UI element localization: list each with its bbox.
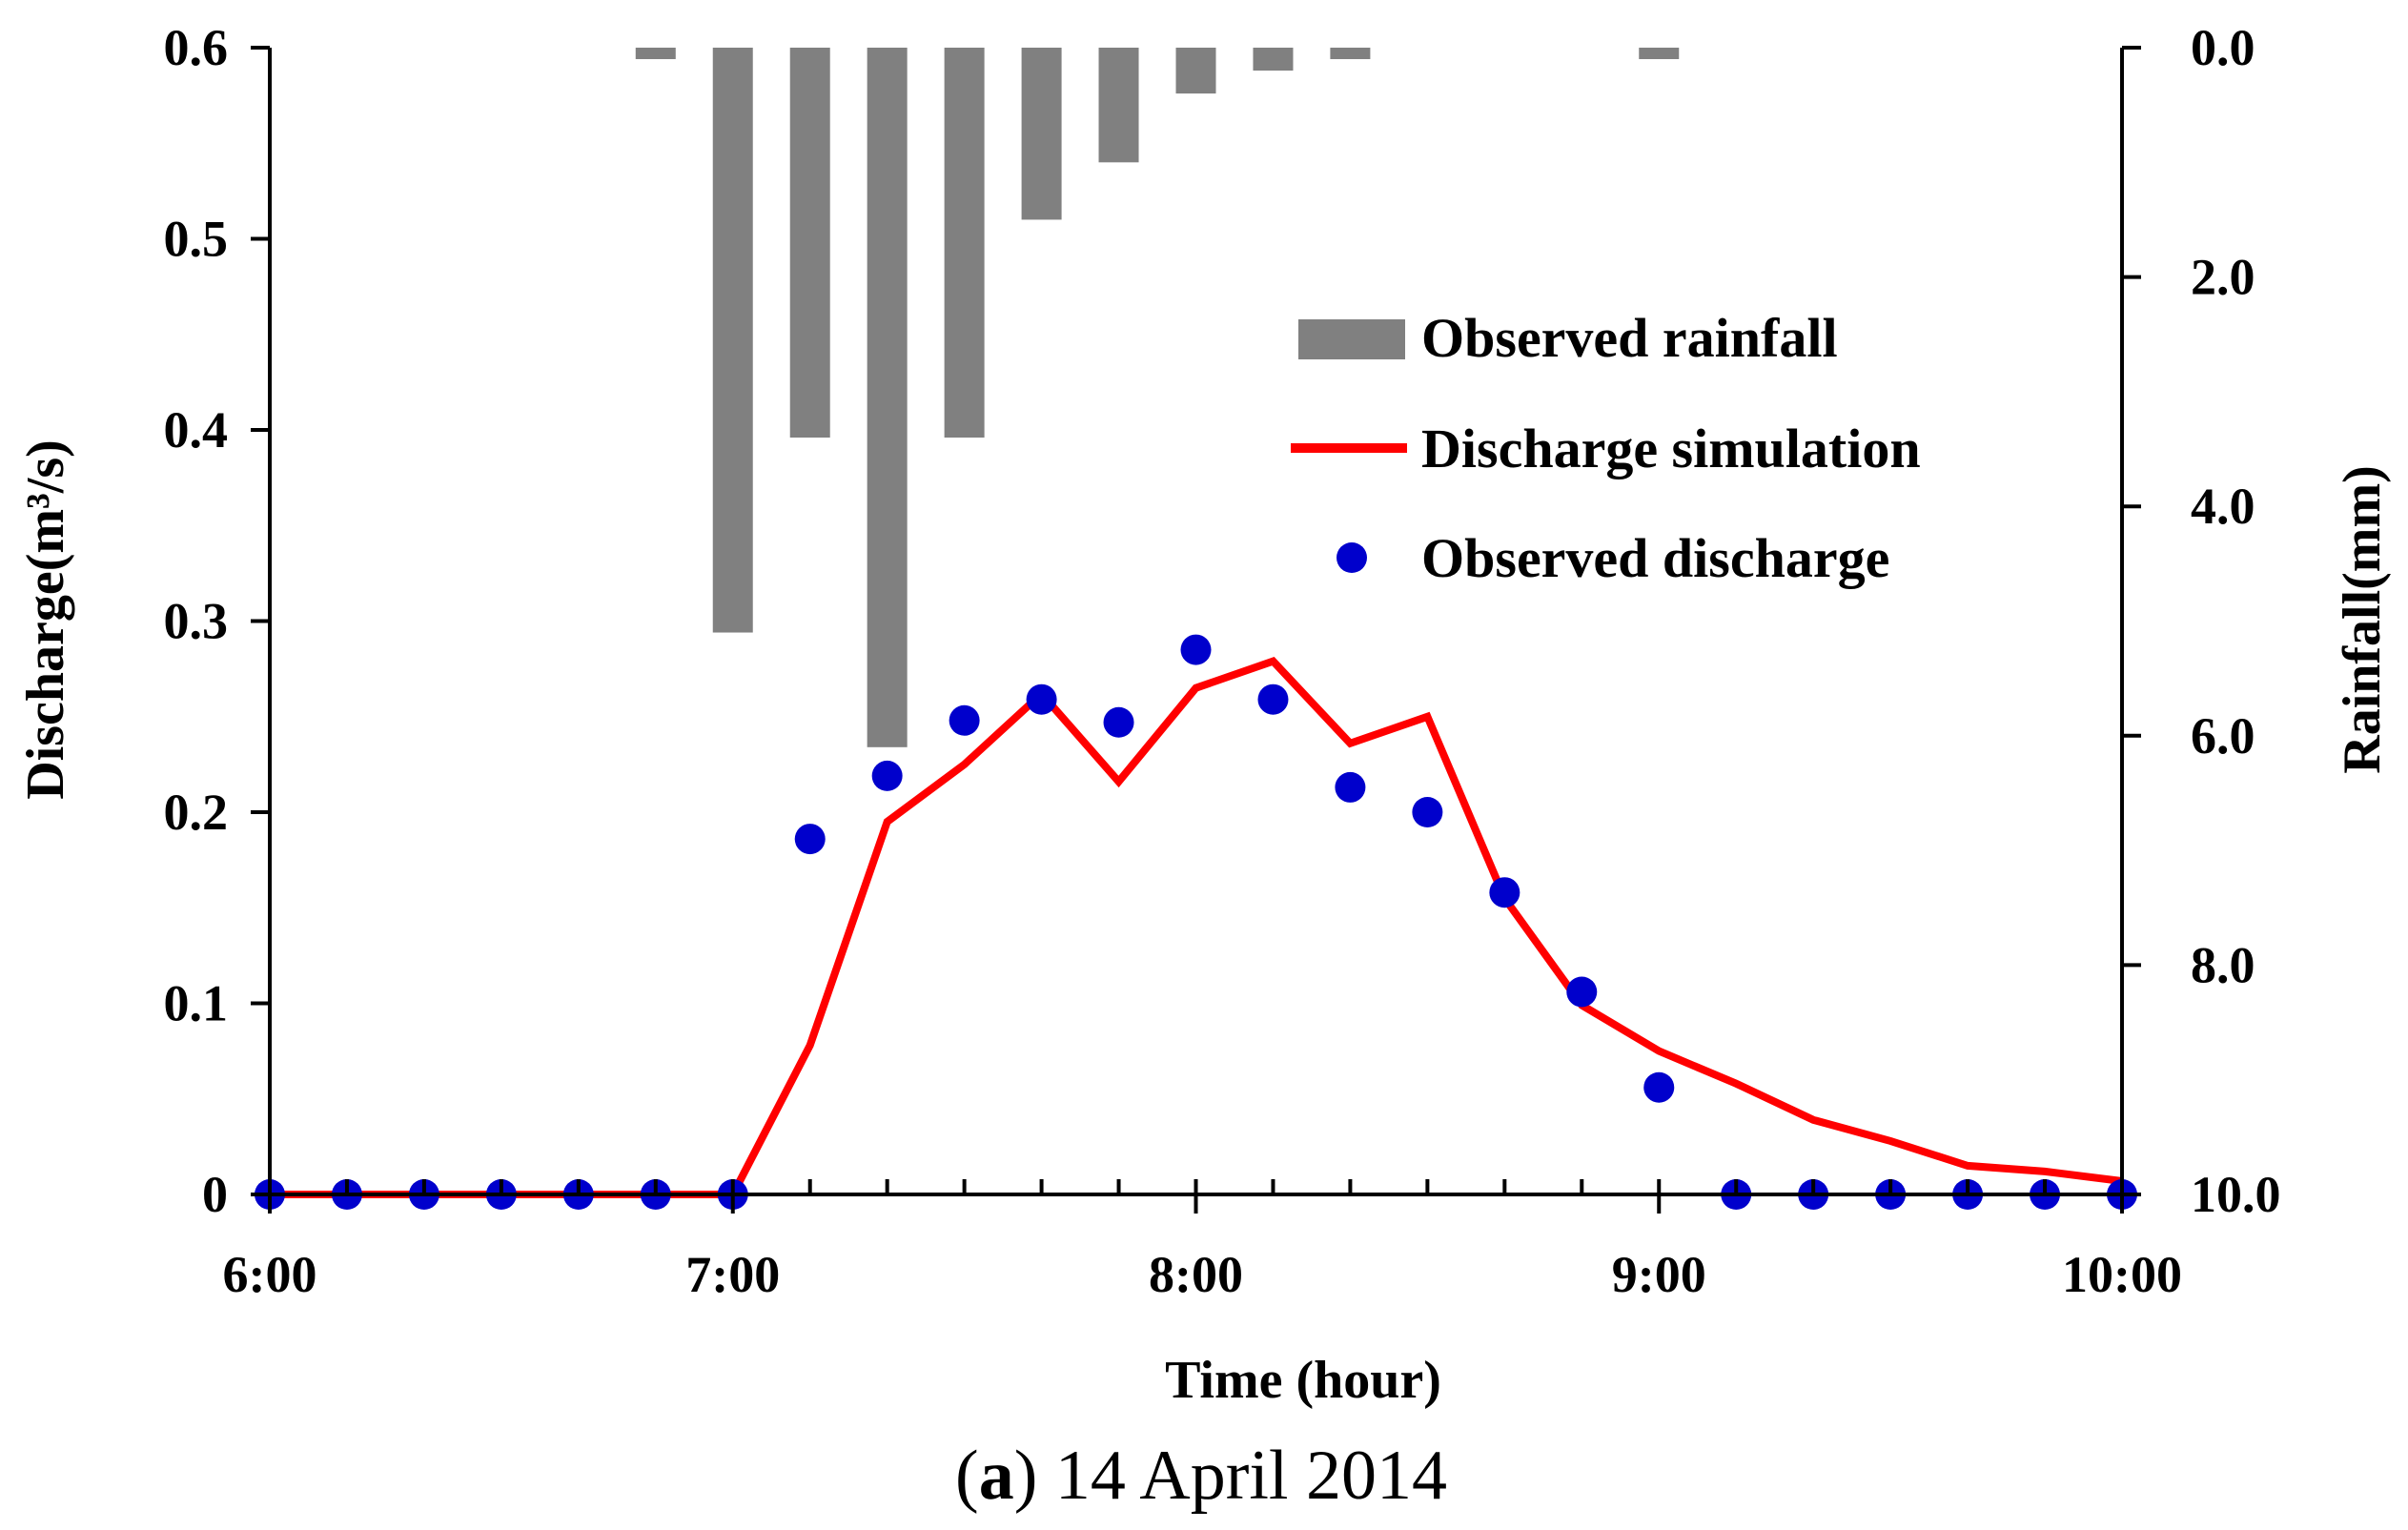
right-tick-label-3: 6.0 (2191, 707, 2255, 765)
rainfall-bar-2 (789, 48, 830, 439)
legend-rainfall-swatch (1298, 319, 1405, 359)
rainfall-bar-3 (867, 48, 908, 747)
rainfall-bar-5 (1021, 48, 1062, 220)
left-axis-title: Discharge(m³/s) (16, 439, 75, 800)
observed-point-9 (949, 704, 980, 736)
right-tick-label-1: 2.0 (2191, 249, 2255, 306)
right-tick-label-5: 10.0 (2191, 1166, 2281, 1223)
left-tick-label-2: 0.2 (164, 784, 229, 841)
observed-point-13 (1257, 683, 1289, 715)
right-tick-label-2: 4.0 (2191, 478, 2255, 535)
left-tick-label-4: 0.4 (164, 401, 229, 459)
left-tick-label-3: 0.3 (164, 593, 229, 650)
rainfall-bar-4 (944, 48, 985, 439)
left-tick-label-1: 0.1 (164, 975, 229, 1032)
x-tick-label-4: 10:00 (2062, 1246, 2182, 1303)
observed-point-11 (1103, 706, 1134, 738)
right-tick-label-4: 8.0 (2191, 936, 2255, 993)
x-tick-label-0: 6:00 (223, 1246, 317, 1303)
x-tick-label-3: 9:00 (1612, 1246, 1706, 1303)
legend-observed-swatch (1337, 542, 1367, 573)
observed-point-8 (871, 760, 903, 791)
simulation-line-layer (270, 656, 2123, 1198)
observed-point-16 (1489, 877, 1520, 908)
observed-point-14 (1335, 771, 1366, 803)
rainfall-bar-9 (1330, 48, 1371, 60)
caption-text: 14 April 2014 (1037, 1437, 1447, 1515)
x-axis-title: Time (hour) (1165, 1351, 1441, 1410)
rainfall-bar-1 (712, 48, 753, 633)
rainfall-bar-8 (1253, 48, 1294, 71)
rainfall-bars (635, 48, 1680, 747)
left-tick-label-0: 0 (202, 1166, 228, 1223)
legend-rainfall-label: Observed rainfall (1421, 307, 1838, 369)
right-axis-title: Rainfall(mm) (2333, 465, 2392, 774)
observed-point-15 (1412, 797, 1443, 827)
x-tick-label-1: 7:00 (685, 1246, 780, 1303)
observed-point-17 (1566, 976, 1598, 1008)
caption-letter: a (979, 1437, 1014, 1515)
left-tick-label-5: 0.5 (164, 211, 229, 268)
figure-caption: (a) 14 April 2014 (955, 1437, 1447, 1515)
caption-close-paren: ) (1014, 1437, 1038, 1515)
axes (251, 46, 2141, 1214)
observed-point-12 (1180, 634, 1212, 665)
right-tick-label-0: 0.0 (2191, 19, 2255, 76)
observed-point-10 (1026, 683, 1057, 715)
discharge-simulation-line (270, 656, 2123, 1198)
left-tick-label-6: 0.6 (164, 19, 229, 76)
rainfall-bar-7 (1175, 48, 1216, 94)
rainfall-bar-6 (1098, 48, 1139, 163)
rainfall-bar-10 (1639, 48, 1680, 60)
rainfall-bar-0 (635, 48, 676, 60)
x-tick-label-2: 8:00 (1149, 1246, 1243, 1303)
legend-observed-label: Observed discharge (1421, 527, 1889, 589)
tick-labels: 0 0.1 0.2 0.3 0.4 0.5 0.6 0.0 2.0 4.0 6.0 8.0 10.0 6:… (164, 19, 2281, 1303)
observed-point-18 (1643, 1071, 1675, 1103)
observed-point-7 (794, 824, 826, 855)
caption-open-paren: ( (955, 1437, 979, 1515)
legend: Observed rainfall Discharge simulation O… (1291, 307, 1921, 589)
observed-points (255, 634, 2137, 1210)
legend-simulation-label: Discharge simulation (1421, 418, 1921, 479)
